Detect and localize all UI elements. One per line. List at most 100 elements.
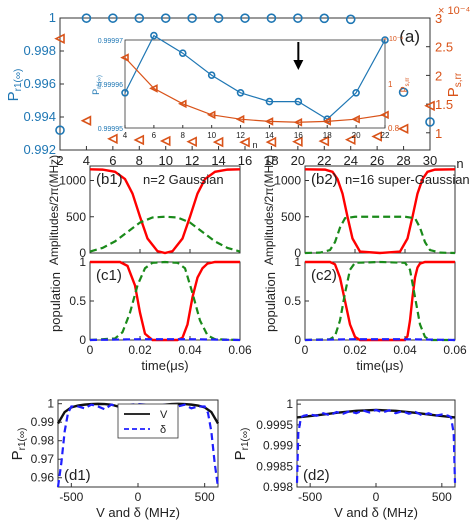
inset-data-point	[177, 99, 187, 109]
y-axis-label-c1: population	[48, 272, 63, 332]
inset-data-point	[149, 84, 158, 93]
x-tick-label: 0.02	[343, 343, 367, 357]
annotation-b1: n=2 Gaussian	[143, 172, 224, 187]
panel-label-c2: (c2)	[311, 267, 337, 284]
y-tick-label: 0	[79, 333, 86, 347]
inset-data-point	[178, 49, 187, 58]
inset-y-tick-label-right: 1	[388, 80, 393, 89]
panel-b2: 0 500 1000 (b2) n=16 super-Gaussian	[274, 165, 470, 260]
panel-c1: 0 0.02 0.04 0.06 0 0.5 1 (c1) time(μs)	[69, 255, 252, 373]
inset-data-point	[236, 89, 245, 97]
data-point-left	[398, 87, 409, 98]
data-point-right	[133, 134, 145, 146]
y-axis-label-left-main: P	[5, 91, 22, 101]
y-tick-label-right: 2.5	[435, 40, 453, 55]
y-tick-label: 0	[294, 246, 301, 260]
y-tick-label: 1000	[59, 174, 86, 188]
y-tick-label: 1	[47, 397, 54, 411]
x-tick-label: 14	[211, 153, 225, 168]
x-tick-label: 500	[432, 490, 452, 504]
panel-label-a: (a)	[399, 27, 420, 46]
y-axis-label-d2-main: P	[232, 450, 249, 460]
panel-label-b2: (b2)	[311, 171, 338, 188]
x-tick-label: 30	[423, 153, 437, 168]
inset-data-point	[120, 53, 129, 62]
x-tick-label: 0	[373, 490, 380, 504]
panel-label-c1: (c1)	[96, 267, 122, 284]
inset-data-point	[380, 110, 389, 120]
inset-x-tick-label: 22	[381, 131, 390, 140]
y-tick-label: 1000	[274, 174, 301, 188]
data-point-left	[425, 117, 435, 127]
inset-y-tick-label-left: 0.99995	[98, 126, 123, 133]
x-tick-label: 4	[83, 153, 90, 168]
y-axis-label-b2: Amplitudes/2π(MHz)	[262, 155, 276, 265]
data-point-left	[55, 125, 65, 135]
data-point-left	[81, 13, 92, 23]
y-tick-label-right: 3	[435, 11, 442, 26]
series-line	[56, 402, 220, 488]
x-tick-label: 22	[317, 153, 331, 168]
y-tick-label-right: 2	[435, 68, 442, 83]
inset-x-tick-label: 16	[294, 131, 303, 140]
data-point-left	[345, 14, 356, 25]
inset-x-axis-label: n	[252, 140, 257, 150]
data-point-left	[187, 13, 197, 23]
data-point-left	[108, 13, 118, 23]
y-tick-label: 0.5	[284, 294, 301, 308]
series-line	[89, 260, 241, 342]
y-tick-label-left: 0.996	[23, 76, 56, 91]
x-axis-label: V and δ (MHz)	[96, 505, 180, 520]
panel-label-d2: (d2)	[303, 467, 330, 484]
data-point-left	[319, 13, 330, 24]
x-tick-label: 16	[238, 153, 252, 168]
x-tick-label: 20	[291, 153, 305, 168]
x-tick-label: 0.06	[443, 343, 467, 357]
panel-c2: 0 0.02 0.04 0.06 0 0.5 1 (c2) time(μs)	[284, 255, 467, 373]
x-tick-label: 0.04	[393, 343, 417, 357]
x-tick-label: -500	[298, 490, 322, 504]
series-line	[89, 168, 241, 255]
inset-data-point	[121, 89, 129, 97]
inset-data-point	[264, 117, 274, 126]
inset-data-point	[322, 117, 332, 126]
series-line	[295, 408, 457, 483]
x-axis-label: n	[456, 156, 463, 171]
y-tick-label-left: 1	[49, 10, 56, 25]
data-point-right	[107, 133, 118, 145]
inset-y-tick-label-left: 0.99996	[98, 82, 123, 89]
x-tick-label: 0.02	[128, 343, 152, 357]
y-axis-label-right-sub: s,rr	[453, 72, 464, 87]
inset-x-tick-label: 4	[123, 131, 128, 140]
y-tick-label: 0	[294, 333, 301, 347]
data-point-right	[186, 136, 197, 147]
inset-data-point	[352, 89, 360, 97]
y-tick-label: 0.9995	[256, 418, 293, 432]
data-point-right	[318, 135, 330, 147]
inset-y-axis-label-right: Ps,rr	[399, 78, 411, 93]
panel-a: 2 4 6 8 10 12 14 16 18 20 22 24 26 28 300.9920.9940.99…	[5, 5, 471, 171]
inset-data-point	[265, 97, 274, 106]
y-axis-label-d1-sub: r1(∞)	[17, 428, 28, 451]
x-tick-label: 0	[302, 343, 309, 357]
inset-data-point	[235, 114, 245, 124]
data-point-right	[424, 100, 435, 112]
x-tick-label: 0.04	[178, 343, 202, 357]
inset-data-point	[351, 114, 360, 124]
y-tick-label-left: 0.992	[23, 142, 56, 157]
inset-y-label-main: P	[91, 89, 101, 95]
legend: Vδ	[117, 403, 179, 439]
inset-y-label-right-sub: s,rr	[405, 78, 411, 87]
inset-frame	[124, 39, 386, 129]
inset-series-line	[124, 34, 386, 120]
series-line	[304, 215, 456, 255]
x-tick-label: 8	[136, 153, 143, 168]
panel-b1: 0 500 1000 (b1) n=2 Gaussian	[59, 165, 241, 260]
inset-data-point	[206, 110, 216, 120]
legend-label-v: V	[160, 409, 168, 421]
y-tick-label: 0.5	[69, 294, 86, 308]
inset-y-label-right-main: P	[399, 86, 409, 92]
y-tick-label: 0.99	[31, 415, 55, 429]
y-tick-label: 0.998	[263, 480, 293, 494]
y-axis-label-right: Ps,rr	[445, 72, 464, 97]
